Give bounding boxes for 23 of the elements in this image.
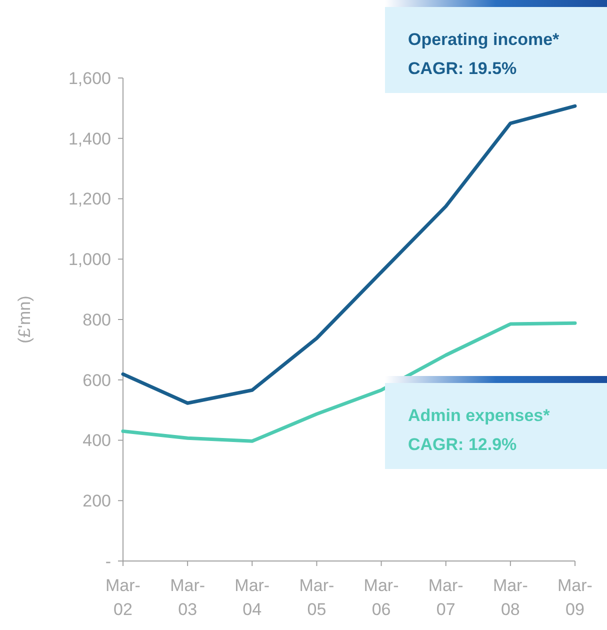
x-tick-label: Mar-05: [299, 576, 334, 619]
y-tick-label: 1,000: [68, 250, 111, 270]
x-tick-label: Mar-08: [492, 576, 528, 619]
annotation: CAGR: 12.9%: [408, 435, 517, 454]
y-tick-label: -: [105, 552, 111, 571]
annotation: CAGR: 19.5%: [408, 59, 517, 78]
text: Operating income*: [408, 30, 560, 49]
x-tick-label: Mar-09: [558, 576, 592, 619]
line-series: [121, 104, 577, 405]
y-tick-label: 800: [82, 310, 111, 330]
y-tick-label: 600: [82, 370, 111, 390]
x-tick-label: Mar-07: [428, 576, 464, 619]
x-tick-label: Mar-03: [170, 576, 206, 619]
x-tick-label: Mar-04: [234, 576, 270, 619]
y-tick-label: 1,600: [68, 68, 111, 88]
x-tick-label: Mar-02: [106, 576, 140, 619]
y-tick-label: 1,200: [68, 190, 111, 209]
series-label: Admin expenses*: [408, 406, 550, 425]
y-tick-label: 200: [82, 492, 111, 511]
y-tick-label: 1,400: [68, 129, 111, 148]
y-axis-title: (£'mn): [15, 296, 34, 344]
x-tick-label: Mar-06: [364, 576, 399, 619]
y-tick-label: 400: [82, 431, 111, 450]
